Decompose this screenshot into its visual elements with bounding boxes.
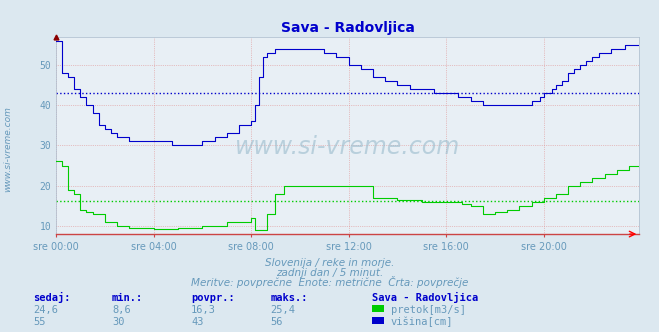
Text: maks.:: maks.: — [270, 293, 308, 303]
Text: 30: 30 — [112, 317, 125, 327]
Text: pretok[m3/s]: pretok[m3/s] — [391, 305, 466, 315]
Text: 24,6: 24,6 — [33, 305, 58, 315]
Text: 43: 43 — [191, 317, 204, 327]
Text: 8,6: 8,6 — [112, 305, 130, 315]
Text: 16,3: 16,3 — [191, 305, 216, 315]
Text: povpr.:: povpr.: — [191, 293, 235, 303]
Text: www.si-vreme.com: www.si-vreme.com — [3, 107, 13, 192]
Text: Slovenija / reke in morje.: Slovenija / reke in morje. — [265, 258, 394, 268]
Text: Sava - Radovljica: Sava - Radovljica — [372, 292, 478, 303]
Text: 25,4: 25,4 — [270, 305, 295, 315]
Text: sedaj:: sedaj: — [33, 292, 71, 303]
Text: 55: 55 — [33, 317, 45, 327]
Title: Sava - Radovljica: Sava - Radovljica — [281, 21, 415, 35]
Text: višina[cm]: višina[cm] — [391, 317, 453, 327]
Text: 56: 56 — [270, 317, 283, 327]
Text: www.si-vreme.com: www.si-vreme.com — [235, 135, 460, 159]
Text: min.:: min.: — [112, 293, 143, 303]
Text: zadnji dan / 5 minut.: zadnji dan / 5 minut. — [276, 268, 383, 278]
Text: Meritve: povprečne  Enote: metrične  Črta: povprečje: Meritve: povprečne Enote: metrične Črta:… — [191, 276, 468, 288]
